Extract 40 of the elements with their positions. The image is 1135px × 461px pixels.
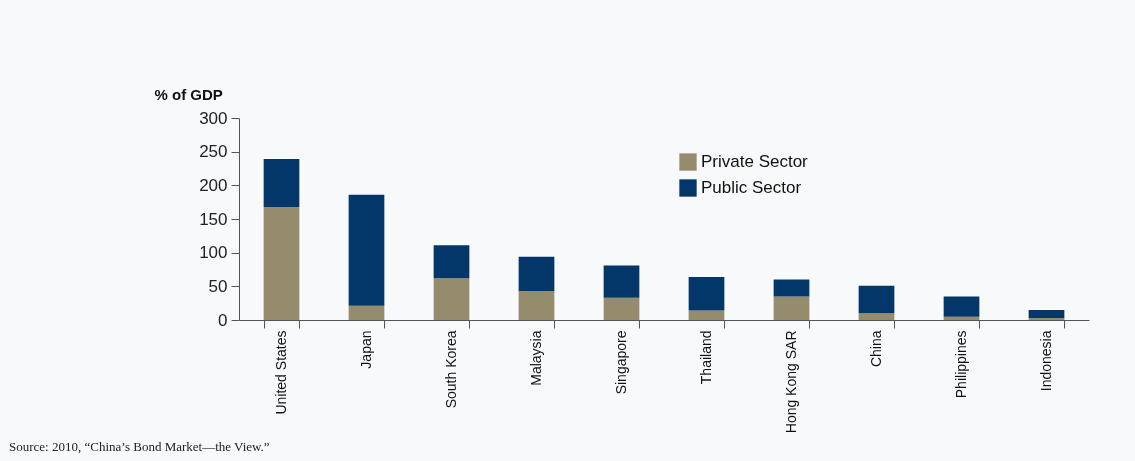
bar bbox=[263, 206, 300, 320]
y-tick-label: 250 bbox=[199, 142, 228, 162]
x-tick-label: Philippines bbox=[953, 330, 969, 399]
bar bbox=[348, 305, 385, 320]
y-tick-label: 100 bbox=[199, 243, 228, 263]
bar bbox=[433, 278, 470, 320]
bar bbox=[688, 310, 725, 320]
y-axis-title: % of GDP bbox=[154, 85, 223, 103]
x-tick-label: Malaysia bbox=[528, 330, 544, 386]
bar bbox=[773, 279, 810, 297]
bar bbox=[943, 296, 980, 317]
bar bbox=[348, 194, 385, 306]
bar bbox=[773, 296, 810, 320]
y-tick-label: 0 bbox=[218, 310, 228, 330]
bar bbox=[1028, 309, 1065, 318]
bar bbox=[263, 159, 300, 207]
x-tick-label: Japan bbox=[358, 330, 374, 369]
x-tick-label: United States bbox=[273, 330, 289, 415]
legend-label: Public Sector bbox=[701, 178, 802, 197]
y-tick-label: 150 bbox=[199, 209, 228, 229]
x-tick-label: China bbox=[868, 330, 884, 368]
bar bbox=[688, 276, 725, 311]
legend-label: Private Sector bbox=[701, 152, 809, 171]
bar bbox=[858, 313, 895, 320]
bar bbox=[603, 265, 640, 298]
bar bbox=[518, 256, 555, 292]
bar bbox=[433, 245, 470, 279]
x-tick-label: Singapore bbox=[613, 330, 629, 395]
x-tick-label: South Korea bbox=[443, 330, 459, 409]
bar bbox=[858, 285, 895, 314]
bar bbox=[1028, 317, 1065, 320]
bar bbox=[603, 297, 640, 320]
y-tick-label: 300 bbox=[199, 108, 228, 128]
x-tick-label: Hong Kong SAR bbox=[783, 330, 799, 434]
x-tick-label: Thailand bbox=[698, 330, 714, 385]
source-note: Source: 2010, “China’s Bond Market—the View.” bbox=[9, 438, 270, 454]
bar bbox=[518, 291, 555, 320]
y-tick-label: 50 bbox=[208, 276, 228, 296]
y-tick-label: 200 bbox=[199, 175, 228, 195]
x-tick-label: Indonesia bbox=[1038, 330, 1054, 392]
